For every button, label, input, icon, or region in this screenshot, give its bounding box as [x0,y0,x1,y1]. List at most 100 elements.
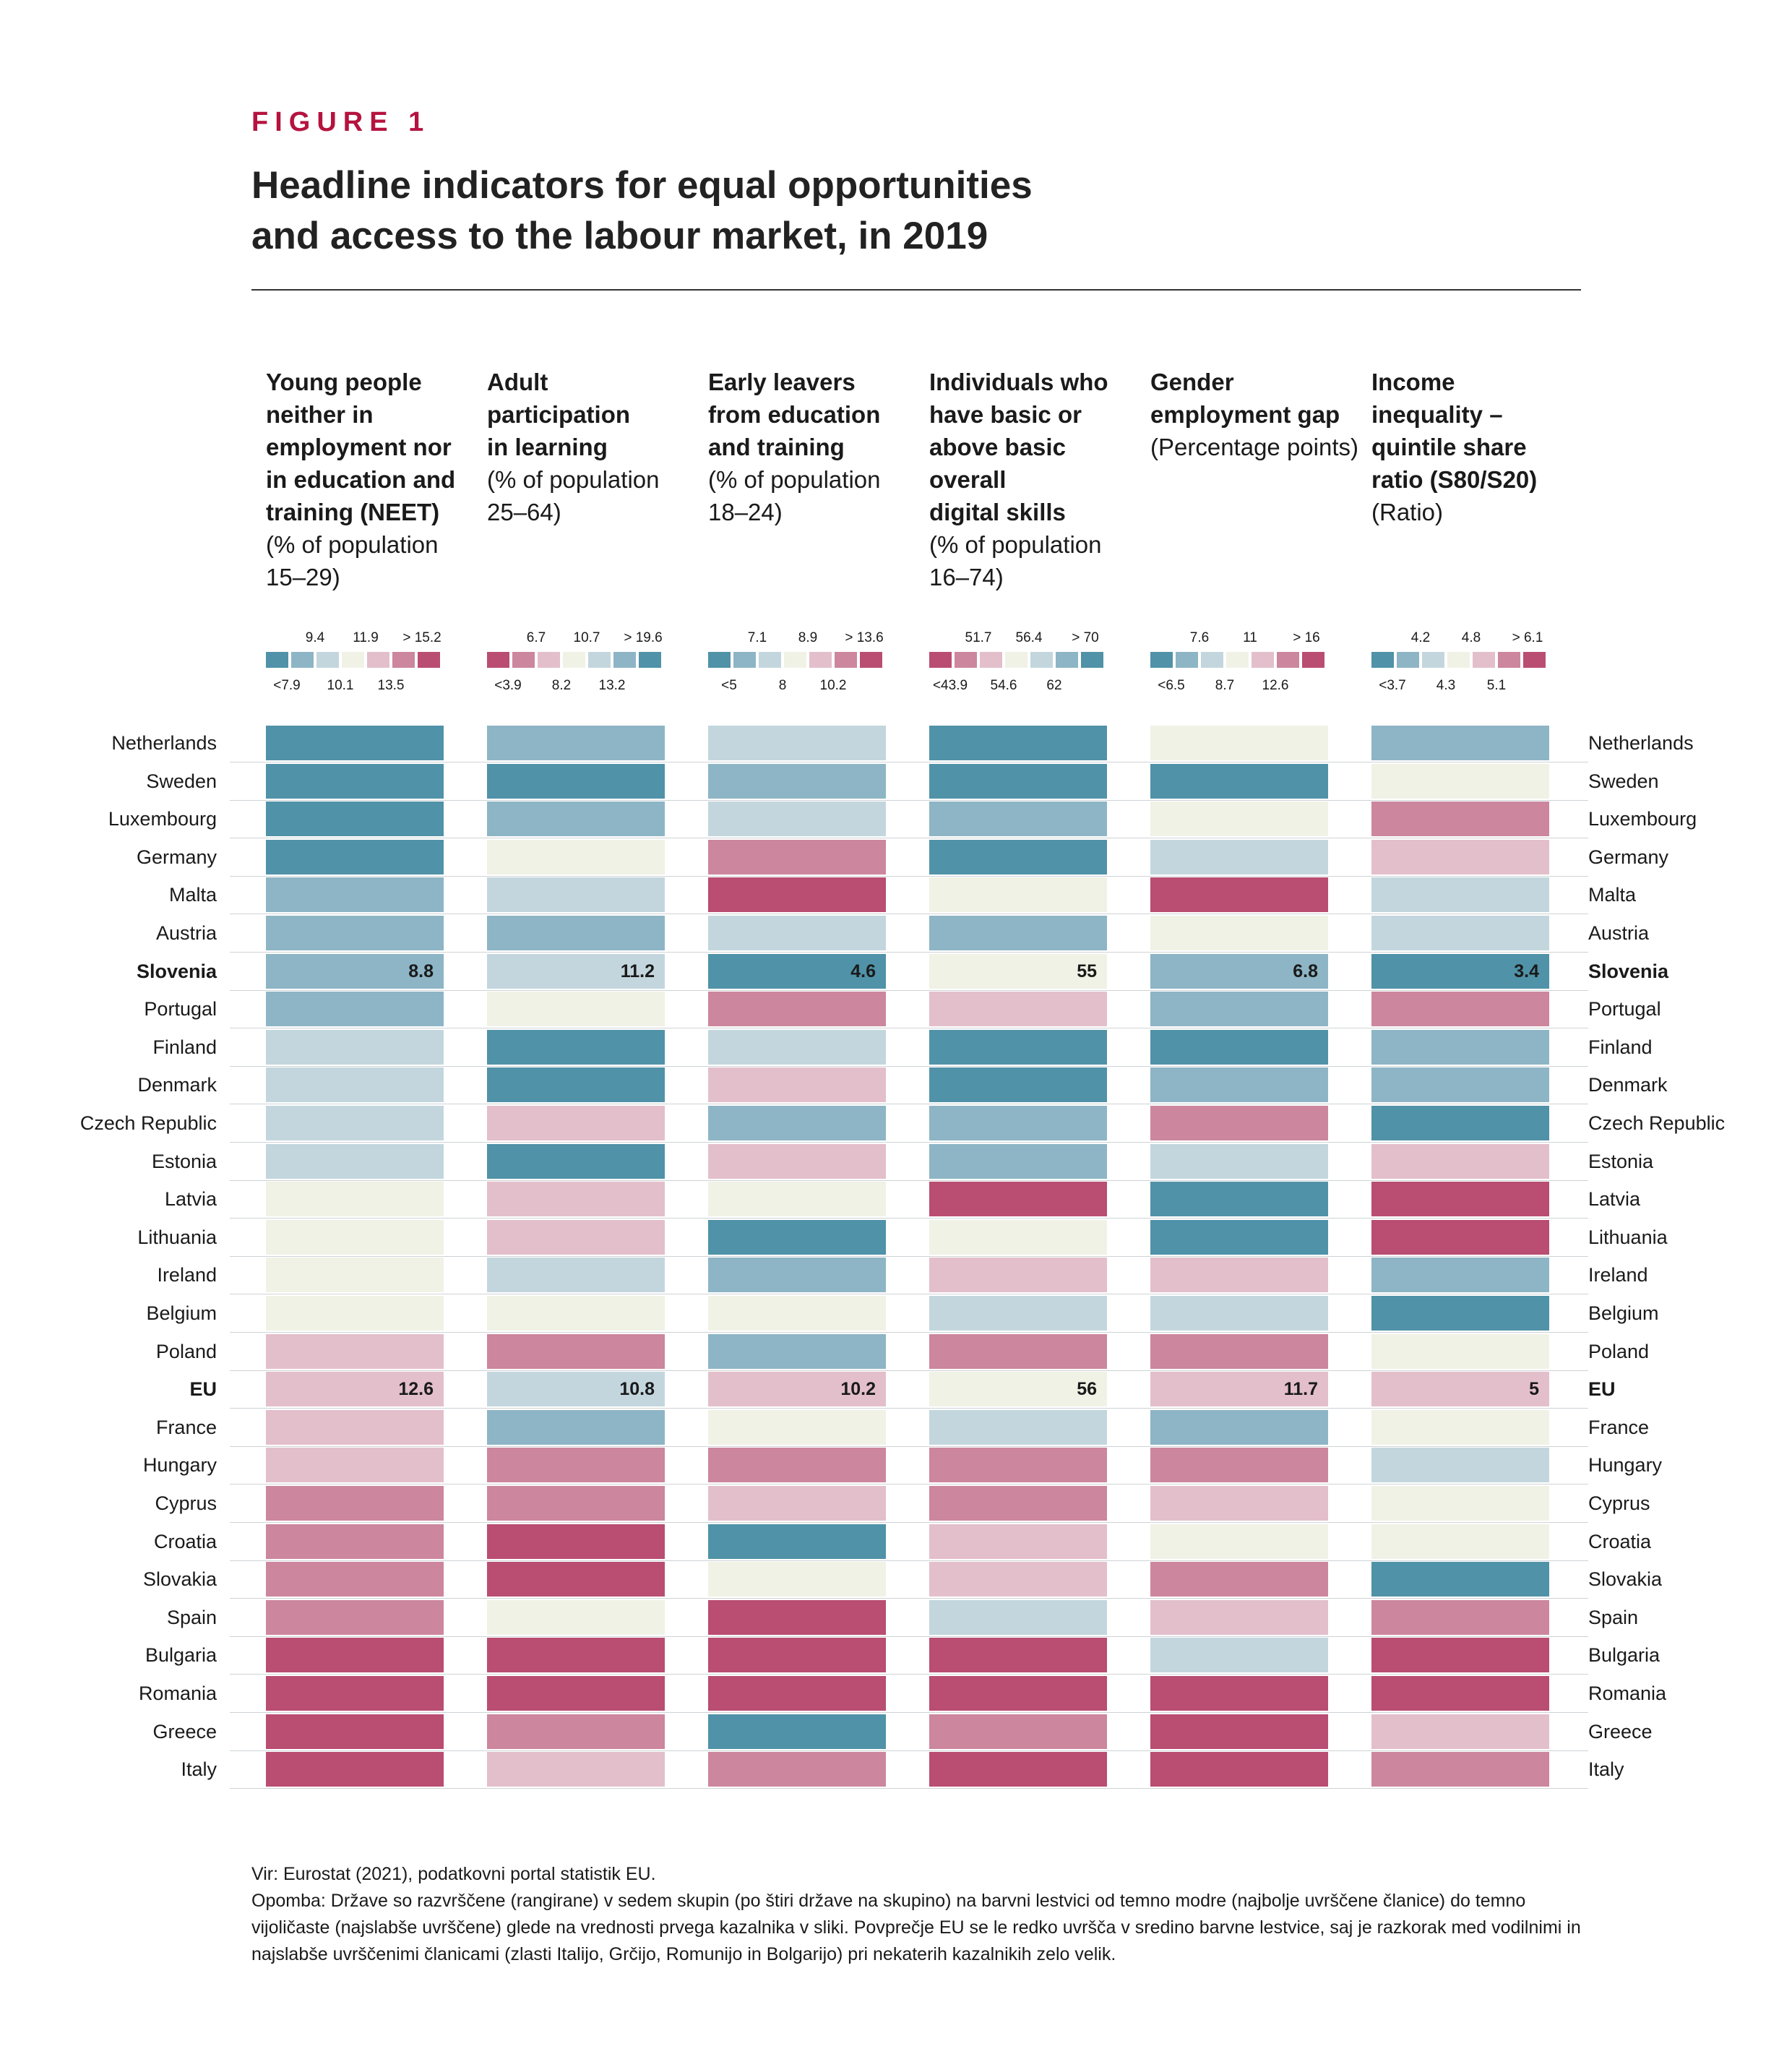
data-label: 10.8 [619,1379,655,1400]
indicator-title-line: inequality – [1371,401,1503,428]
legend-swatch [1056,652,1078,668]
heatmap-cell [487,992,665,1027]
legend-swatch [1150,652,1173,668]
row-separator [230,1788,1588,1789]
heatmap-cell [1150,1638,1328,1673]
legend-swatch [1201,652,1223,668]
heatmap-cell [929,839,1107,875]
row-separator [230,1674,1588,1675]
heatmap-cell [1150,802,1328,837]
legend-swatch [1030,652,1053,668]
heatmap-cell [1150,1106,1328,1140]
legend-bar [929,652,1106,668]
country-label-left: Malta [168,884,217,906]
heatmap-cell [487,1714,665,1749]
country-label-left: Hungary [142,1454,217,1477]
country-label-left: Greece [152,1720,217,1743]
indicator-title-line: in learning [487,434,608,460]
heatmap-cell [929,1752,1107,1787]
legend-swatch [588,652,611,668]
heatmap-cell [487,1106,665,1140]
heatmap-cell [266,1409,444,1445]
heatmap-cell [1371,992,1549,1027]
data-label: 10.2 [840,1379,876,1400]
row-separator [230,1065,1588,1067]
heatmap-cell [708,1296,886,1331]
legend-tick-label: 11.9 [353,630,379,645]
country-label-right: EU [1588,1378,1616,1401]
country-label-right: Cyprus [1588,1492,1650,1514]
country-label-right: Belgium [1588,1302,1659,1324]
legend-swatch [955,652,977,668]
country-label-left: Bulgaria [145,1644,217,1667]
country-label-left: France [155,1416,217,1438]
heatmap-cell [1371,1714,1549,1749]
heatmap-cell [929,726,1107,760]
row-separator [230,1179,1588,1181]
heatmap-cell [266,1752,444,1787]
legend-swatch [708,652,731,668]
heatmap-cell [1150,1599,1328,1635]
legend-tick-label: 10.1 [327,678,354,693]
legend-tick-label: 12.6 [1262,678,1289,693]
heatmap-cell [708,916,886,950]
data-label: 11.2 [620,961,655,981]
heatmap-cell [487,1599,665,1635]
indicator-subtitle-line: 16–74) [929,564,1004,590]
legend-swatch [392,652,415,668]
country-label-right: Ireland [1588,1264,1648,1286]
indicator-title-line: Individuals who [929,369,1108,395]
legend-tick-label: <5 [721,678,737,693]
heatmap-cell [929,877,1107,913]
legend-tick-label: 9.4 [305,630,325,645]
heatmap-cell [266,992,444,1027]
country-label-right: France [1588,1416,1650,1438]
legend-swatch [1422,652,1444,668]
heatmap-cell [1371,1182,1549,1217]
heatmap-cell [929,802,1107,837]
country-label-right: Austria [1588,922,1650,944]
heatmap-cell [929,1258,1107,1293]
indicator-title-line: employment nor [266,434,452,460]
legend-tick-label: 13.2 [598,678,626,693]
legend-2: 6.7 10.7 > 19.6 <3.9 8.2 13.2 [487,623,665,695]
legend-6: 4.2 4.8 > 6.1 <3.7 4.3 5.1 [1371,623,1549,695]
legend-tick-label: <43.9 [932,678,968,693]
heatmap-cell [487,763,665,799]
country-label-right: Malta [1588,884,1637,906]
country-label-left: Czech Republic [79,1112,217,1134]
country-label-right: Portugal [1588,998,1661,1020]
legend-tick-label: 8 [778,678,787,693]
legend-bar [1371,652,1548,668]
heatmap-cell [487,877,665,913]
heatmap-cell [1371,1372,1549,1407]
heatmap-cell [1371,726,1549,760]
data-label: 5 [1529,1379,1539,1400]
legend-tick-label: > 6.1 [1512,630,1543,645]
heatmap-cell [1150,839,1328,875]
indicator-title-line: have basic or [929,401,1082,428]
row-separator [230,1218,1588,1219]
heatmap-cell [708,1448,886,1483]
heatmap-cell [708,1486,886,1521]
legend-tick-label: 8.7 [1215,678,1235,693]
figure-label: FIGURE 1 [251,107,431,137]
legend-swatch [1226,652,1249,668]
heatmap-cell [1150,1296,1328,1331]
legend-swatch [1473,652,1495,668]
country-label-left: Belgium [146,1302,217,1324]
heatmap-cell [1371,1296,1549,1331]
heatmap-cell [1150,1258,1328,1293]
legend-swatch [418,652,440,668]
indicator-title-line: Early leavers [708,369,856,395]
heatmap-cell [266,1143,444,1179]
heatmap-cell [708,1409,886,1445]
legend-swatch [929,652,952,668]
heatmap-cell [1150,1182,1328,1217]
data-label: 56 [1077,1379,1097,1400]
legend-tick-label: 62 [1046,678,1062,693]
heatmap-cell [929,1562,1107,1597]
heatmap-cell [487,1182,665,1217]
heatmap-cell [929,1676,1107,1711]
country-label-right: Hungary [1588,1454,1663,1477]
